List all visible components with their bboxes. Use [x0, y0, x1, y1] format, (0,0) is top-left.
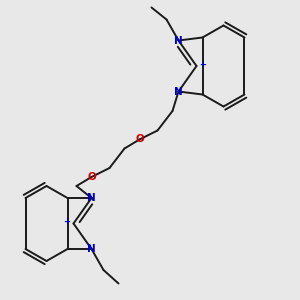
Text: N: N [174, 86, 183, 97]
Text: +: + [63, 217, 70, 226]
Text: O: O [87, 172, 96, 182]
Text: +: + [200, 60, 207, 69]
Text: N: N [174, 35, 183, 46]
Text: N: N [87, 244, 96, 254]
Text: O: O [135, 134, 144, 145]
Text: N: N [87, 193, 96, 203]
